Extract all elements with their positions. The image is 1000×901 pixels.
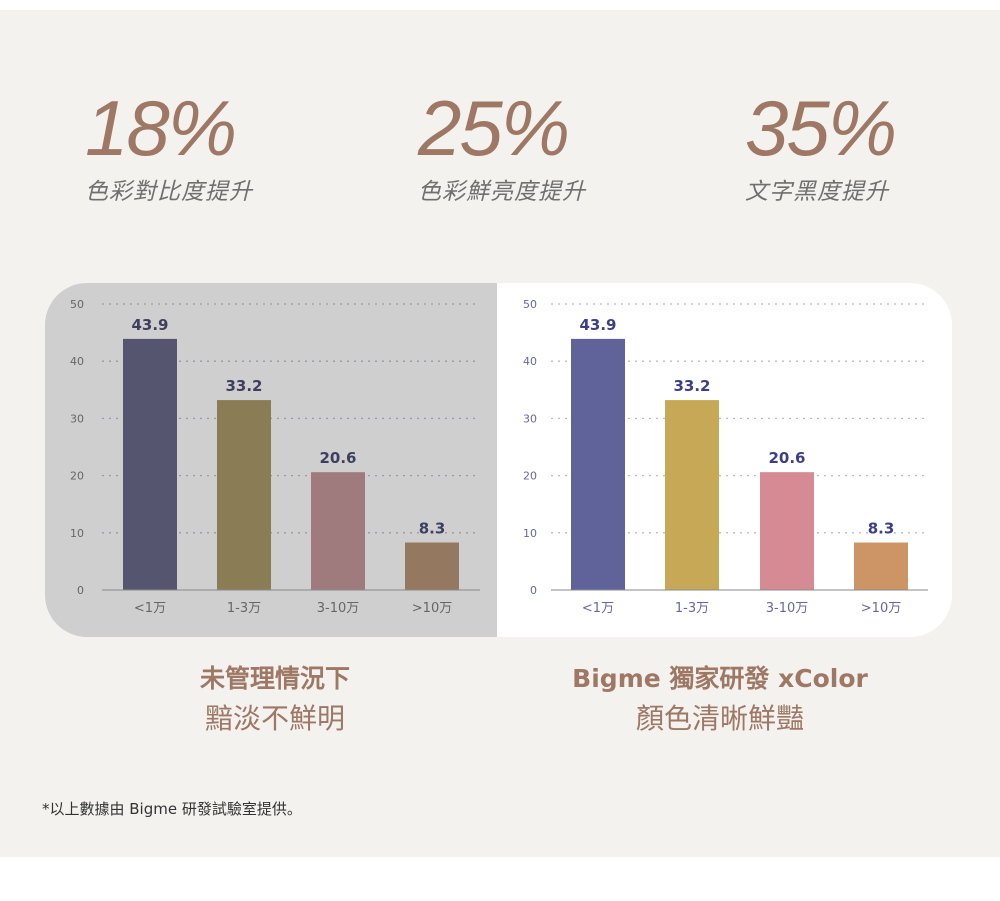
x-tick-label: 3-10万	[766, 601, 809, 616]
y-tick-label: 10	[523, 527, 537, 540]
data-label: 43.9	[131, 316, 168, 334]
data-label: 8.3	[419, 520, 446, 538]
x-tick-label: <1万	[134, 601, 166, 616]
x-tick-label: >10万	[412, 601, 452, 616]
stat-label: 文字黑度提升	[745, 179, 889, 205]
y-tick-label: 20	[523, 470, 537, 483]
caption-title: Bigme 獨家研發 xColor	[572, 664, 868, 693]
y-tick-label: 0	[77, 584, 84, 597]
y-tick-label: 50	[70, 298, 84, 311]
stat-text-blackness: 35% 文字黑度提升	[745, 88, 1000, 206]
y-tick-label: 40	[70, 355, 84, 368]
x-tick-label: >10万	[861, 601, 901, 616]
bar	[571, 338, 625, 590]
stat-value: 18%	[85, 84, 237, 172]
data-label: 33.2	[225, 377, 262, 395]
bar	[311, 472, 365, 590]
x-tick-label: 1-3万	[227, 601, 261, 616]
stat-label: 色彩對比度提升	[85, 179, 253, 205]
y-tick-label: 10	[70, 527, 84, 540]
data-label: 20.6	[319, 449, 356, 467]
caption-before: 未管理情況下 黯淡不鮮明	[75, 662, 475, 742]
data-label: 20.6	[768, 449, 805, 467]
y-tick-label: 40	[523, 355, 537, 368]
stat-label: 色彩鮮亮度提升	[418, 179, 586, 205]
x-tick-label: 3-10万	[317, 601, 360, 616]
stat-contrast: 18% 色彩對比度提升	[85, 88, 345, 206]
caption-title: 未管理情況下	[199, 664, 350, 693]
y-tick-label: 20	[70, 470, 84, 483]
data-label: 33.2	[673, 377, 710, 395]
caption-subtitle: 顏色清晰鮮豔	[635, 702, 804, 735]
caption-subtitle: 黯淡不鮮明	[204, 702, 345, 735]
bar	[760, 472, 814, 590]
y-tick-label: 30	[523, 412, 537, 425]
y-tick-label: 50	[523, 298, 537, 311]
x-tick-label: 1-3万	[675, 601, 709, 616]
bar	[405, 542, 459, 590]
stat-value: 35%	[745, 84, 897, 172]
bar	[665, 400, 719, 590]
data-label: 43.9	[579, 316, 616, 334]
stat-brightness: 25% 色彩鮮亮度提升	[418, 88, 678, 206]
bar	[854, 542, 908, 590]
y-tick-label: 30	[70, 412, 84, 425]
bar	[123, 338, 177, 590]
caption-after: Bigme 獨家研發 xColor 顏色清晰鮮豔	[520, 662, 920, 742]
bar	[217, 400, 271, 590]
data-label: 8.3	[868, 520, 895, 538]
stat-value: 25%	[418, 84, 570, 172]
footnote: *以上數據由 Bigme 研發試驗室提供。	[42, 800, 302, 818]
y-tick-label: 0	[530, 584, 537, 597]
x-tick-label: <1万	[582, 601, 614, 616]
